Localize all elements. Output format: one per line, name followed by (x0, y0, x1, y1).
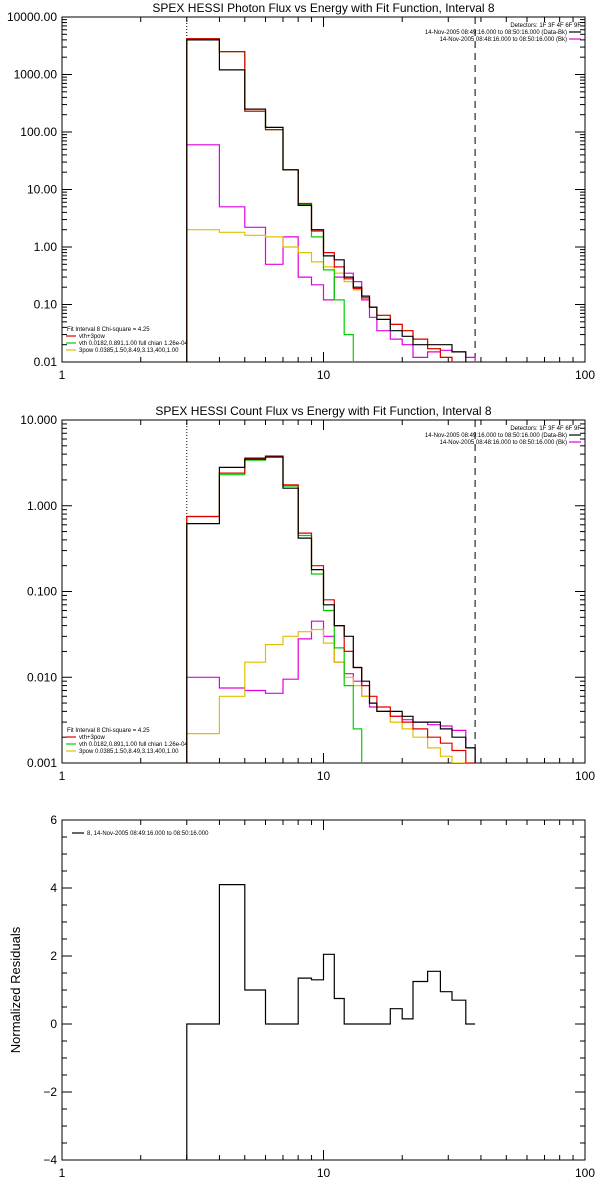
y-axis-label: Normalized Residuals (8, 926, 23, 1053)
series-background (186, 144, 476, 362)
plot-frame (61, 819, 586, 1161)
legend-bottom-entry: vth 0.0182,0.891,1.00 full chian 1.26e-0… (79, 742, 188, 748)
legend-top-entry: 14-Nov-2005 08:48:16.000 to 08:50:16.000… (440, 37, 567, 43)
legend-top-entry: Detectors: 1F 3F 4F 6F 9F (510, 426, 581, 432)
x-tick-label: 100 (575, 1166, 595, 1180)
y-tick-label: 0.01 (34, 355, 58, 369)
x-tick-label: 1 (59, 1166, 66, 1180)
legend-top-entry: 14-Nov-2005 08:49:16.000 to 08:50:16.000… (425, 433, 567, 439)
series-total (186, 38, 453, 362)
y-tick-label: 0.10 (34, 298, 58, 312)
x-tick-label: 100 (575, 769, 595, 783)
y-tick-label: 2 (50, 949, 57, 963)
x-tick-label: 10 (317, 769, 331, 783)
legend-top-entry: 14-Nov-2005 08:48:16.000 to 08:50:16.000… (440, 440, 567, 446)
legend-bottom-entry: 3pow 0.0385,1.50,8.49,3.13,400,1.00 (79, 348, 179, 354)
legend-bottom-entry: vth+3pow (79, 334, 106, 340)
chart-title: SPEX HESSI Count Flux vs Energy with Fit… (155, 404, 491, 418)
series-thermal (186, 456, 363, 763)
y-tick-label: 1.00 (34, 240, 58, 254)
series-total (186, 455, 476, 763)
y-tick-label: 0.100 (27, 585, 57, 599)
y-tick-label: −4 (43, 1153, 57, 1167)
residuals-panel: 1 10 100 −4 −2 0 2 4 6 Normalized Residuals 8, 14-… (8, 813, 595, 1180)
y-tick-label: 0.010 (27, 670, 57, 684)
series-data (186, 884, 476, 1160)
legend-top-entry: Detectors: 1F 3F 4F 6F 9F (510, 23, 581, 29)
y-tick-label: 100.00 (20, 125, 57, 139)
y-tick-label: 0 (50, 1017, 57, 1031)
y-tick-label: 4 (50, 881, 57, 895)
x-tick-label: 1 (59, 769, 66, 783)
legend-bottom-entry: 3pow 0.0385,1.50,8.49,3.13,400,1.00 (79, 749, 179, 755)
legend-bottom-entry: vth+3pow (79, 735, 106, 741)
x-tick-label: 100 (575, 368, 595, 382)
x-tick-label: 10 (317, 1166, 331, 1180)
legend-bottom-entry: vth 0.0182,0.891,1.00 full chian 1.26e-0… (79, 341, 188, 347)
photon-flux-panel: SPEX HESSI Photon Flux vs Energy with Fi… (7, 1, 595, 382)
legend-bottom-entry: Fit Interval 8 Chi-square = 4.25 (67, 728, 150, 734)
count-flux-panel: SPEX HESSI Count Flux vs Energy with Fit… (20, 404, 595, 783)
legend-bottom-entry: Fit Interval 8 Chi-square = 4.25 (67, 327, 150, 333)
plot-frame (61, 16, 586, 363)
series-data (186, 456, 476, 763)
y-tick-label: 6 (50, 813, 57, 827)
y-tick-label: 1000.00 (14, 68, 58, 82)
y-tick-label: 10.00 (27, 183, 57, 197)
series-background (186, 620, 476, 763)
y-tick-label: 1.000 (27, 499, 57, 513)
x-tick-label: 1 (59, 368, 66, 382)
series-nonthermal (186, 628, 467, 763)
y-tick-label: 0.001 (27, 756, 57, 770)
x-tick-label: 10 (317, 368, 331, 382)
series-thermal (186, 38, 354, 362)
y-tick-label: 10.000 (20, 413, 57, 427)
legend-top-left-entry: 8, 14-Nov-2005 08:49:16.000 to 08:50:16.… (87, 831, 209, 837)
chart-title: SPEX HESSI Photon Flux vs Energy with Fi… (152, 1, 494, 15)
series-data (186, 39, 467, 362)
y-tick-label: −2 (43, 1085, 57, 1099)
legend-top-entry: 14-Nov-2005 08:49:16.000 to 08:50:16.000… (425, 30, 567, 36)
y-tick-label: 10000.00 (7, 10, 57, 24)
